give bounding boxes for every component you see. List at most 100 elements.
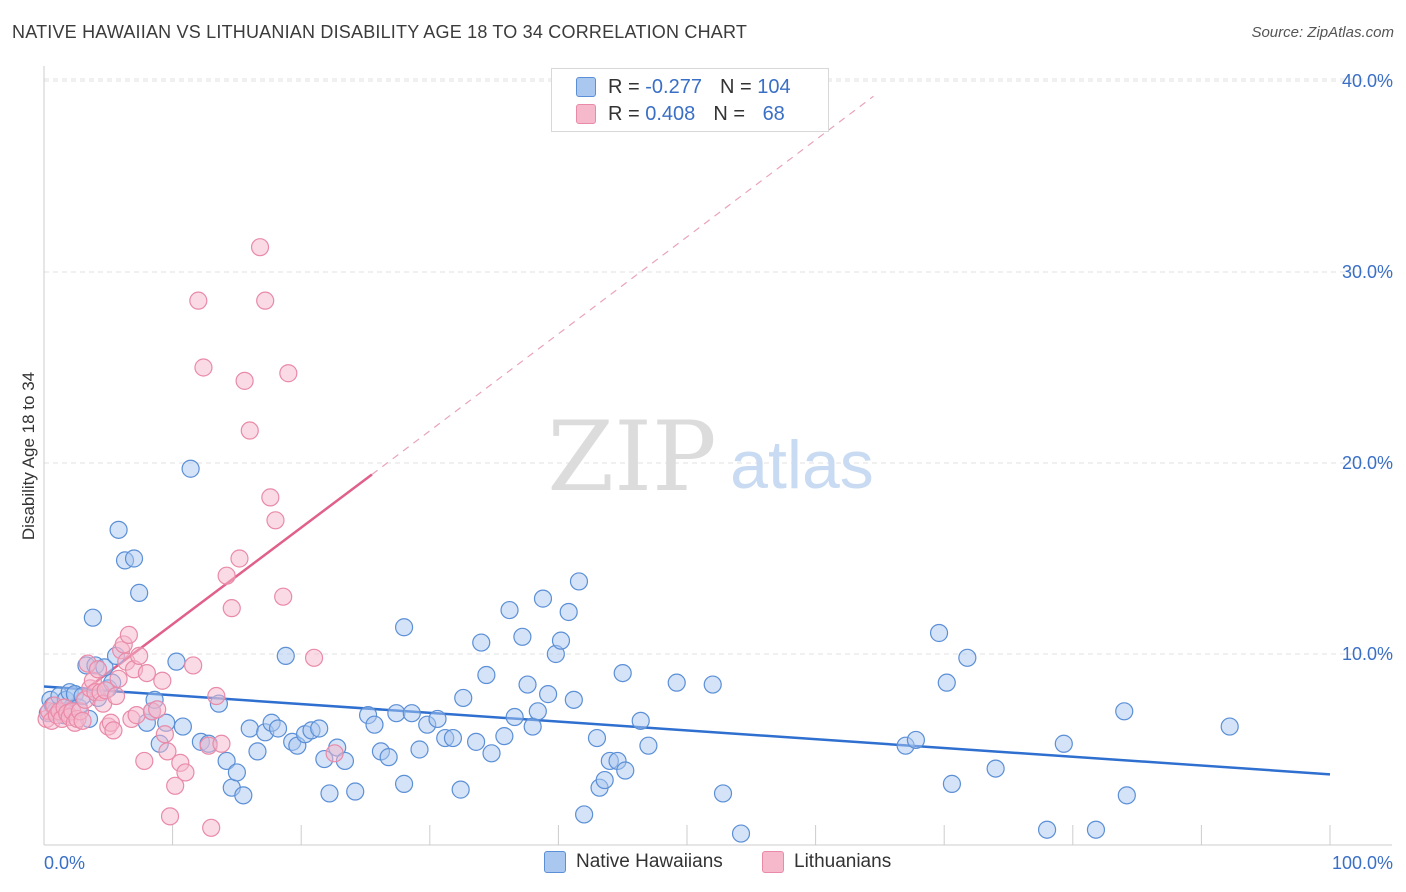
lithuanian-point xyxy=(109,669,128,688)
native-hawaiian-point xyxy=(528,702,547,721)
y-tick-label: 40.0% xyxy=(1342,71,1393,91)
lithuanian-point xyxy=(212,734,231,753)
n-label: N = xyxy=(713,102,751,125)
native-hawaiian-point xyxy=(346,782,365,801)
native-hawaiian-point xyxy=(387,704,406,723)
native-hawaiian-point xyxy=(958,648,977,667)
r-value: -0.277 xyxy=(645,75,702,98)
lithuanian-point xyxy=(235,371,254,390)
native-hawaiian-point xyxy=(587,728,607,748)
x-tick-label: 0.0% xyxy=(44,853,85,873)
native-hawaiian-point xyxy=(276,646,295,666)
x-tick-labels: 0.0% 100.0% xyxy=(44,853,1393,873)
native-hawaiian-point xyxy=(365,715,384,734)
native-hawaiian-point xyxy=(703,675,722,694)
watermark: ZIP atlas xyxy=(547,401,873,513)
native-hawaiian-point xyxy=(518,675,537,694)
blue-swatch xyxy=(576,77,596,97)
native-hawaiian-point xyxy=(466,732,486,751)
legend-row-native-hawaiians: R = -0.277 N = 104 xyxy=(576,75,791,99)
blue-swatch xyxy=(544,851,566,873)
y-axis-label: Disability Age 18 to 34 xyxy=(19,372,38,540)
native-hawaiian-point xyxy=(234,786,253,805)
lithuanian-point xyxy=(127,706,146,725)
lithuanian-point xyxy=(153,671,172,690)
watermark-zip: ZIP xyxy=(547,401,716,513)
native-hawaiian-point xyxy=(181,459,200,478)
native-hawaiian-point xyxy=(173,717,192,736)
lithuanian-point xyxy=(304,648,324,667)
lithuanian-point xyxy=(274,587,293,606)
lithuanian-point xyxy=(130,646,149,666)
native-hawaiian-point xyxy=(616,761,635,780)
native-hawaiian-point xyxy=(667,673,686,692)
lithuanian-point xyxy=(104,721,123,740)
lithuanian-point xyxy=(250,238,270,257)
y-tick-label: 10.0% xyxy=(1342,644,1393,664)
native-hawaiian-point xyxy=(495,727,514,746)
native-hawaiian-point xyxy=(1037,820,1057,839)
native-hawaiian-point xyxy=(575,805,594,824)
native-hawaiian-point xyxy=(310,719,329,738)
native-hawaiian-point xyxy=(523,717,542,736)
native-hawaiian-point xyxy=(513,627,532,646)
native-hawaiian-point xyxy=(454,688,473,708)
lithuanian-point xyxy=(119,625,138,645)
lithuanian-point xyxy=(230,549,249,568)
native-hawaiian-point xyxy=(505,707,524,727)
lithuanian-point xyxy=(261,488,280,507)
native-hawaiian-point xyxy=(482,744,501,763)
lithuanian-point xyxy=(202,818,221,837)
native-hawaiian-point xyxy=(1117,786,1136,805)
native-hawaiian-point xyxy=(379,748,398,767)
native-hawaiian-point xyxy=(268,719,288,738)
native-hawaiian-point xyxy=(942,774,962,793)
native-hawaiian-point xyxy=(394,774,414,793)
native-hawaiian-point xyxy=(533,589,553,608)
legend-item-native-hawaiians: Native Hawaiians xyxy=(544,851,723,873)
lithuanian-point xyxy=(176,763,195,782)
lithuanian-point xyxy=(73,711,92,730)
native-hawaiian-point xyxy=(109,520,128,539)
legend-item-lithuanians: Lithuanians xyxy=(762,851,891,873)
native-hawaiian-point xyxy=(906,730,926,750)
legend-row-lithuanians: R = 0.408 N = 68 xyxy=(576,102,785,126)
correlation-legend: R = -0.277 N = 104 R = 0.408 N = 68 xyxy=(551,68,829,132)
native-hawaiian-point xyxy=(1054,734,1073,753)
native-hawaiian-point xyxy=(937,673,956,692)
native-hawaiian-point xyxy=(402,704,421,723)
lithuanian-point xyxy=(106,686,126,706)
native-hawaiian-point xyxy=(539,685,558,704)
native-hawaiian-point xyxy=(1115,702,1134,721)
lithuanian-point xyxy=(155,725,174,744)
chart-title: NATIVE HAWAIIAN VS LITHUANIAN DISABILITY… xyxy=(12,22,748,42)
native-hawaiian-trend-line xyxy=(43,685,1331,776)
lithuanian-point xyxy=(166,776,185,795)
native-hawaiian-point xyxy=(713,784,733,803)
r-label: R = xyxy=(608,102,646,125)
lithuanian-point xyxy=(88,660,108,679)
n-value: 104 xyxy=(757,75,791,98)
lithuanian-trend-extension xyxy=(371,95,874,475)
native-hawaiian-point xyxy=(929,623,949,643)
legend-label: Native Hawaiians xyxy=(576,851,723,872)
lithuanian-point xyxy=(217,566,236,585)
lithuanian-point xyxy=(148,700,167,719)
native-hawaiian-point xyxy=(428,709,447,729)
x-tick-label: 100.0% xyxy=(1332,853,1393,873)
native-hawaiian-point xyxy=(451,780,470,799)
native-hawaiian-point xyxy=(595,770,614,790)
source-label: Source: ZipAtlas.com xyxy=(1251,24,1394,41)
native-hawaiian-point xyxy=(240,719,259,738)
native-hawaiian-point xyxy=(130,583,149,602)
native-hawaiian-point xyxy=(986,759,1005,778)
lithuanian-point xyxy=(184,656,203,675)
n-value: 68 xyxy=(762,102,785,125)
y-tick-label: 20.0% xyxy=(1342,453,1393,473)
lithuanian-point xyxy=(256,291,275,310)
native-hawaiian-point xyxy=(1220,717,1239,736)
native-hawaiian-point xyxy=(472,633,491,652)
native-hawaiian-point xyxy=(394,618,414,637)
legend-label: Lithuanians xyxy=(794,851,892,872)
